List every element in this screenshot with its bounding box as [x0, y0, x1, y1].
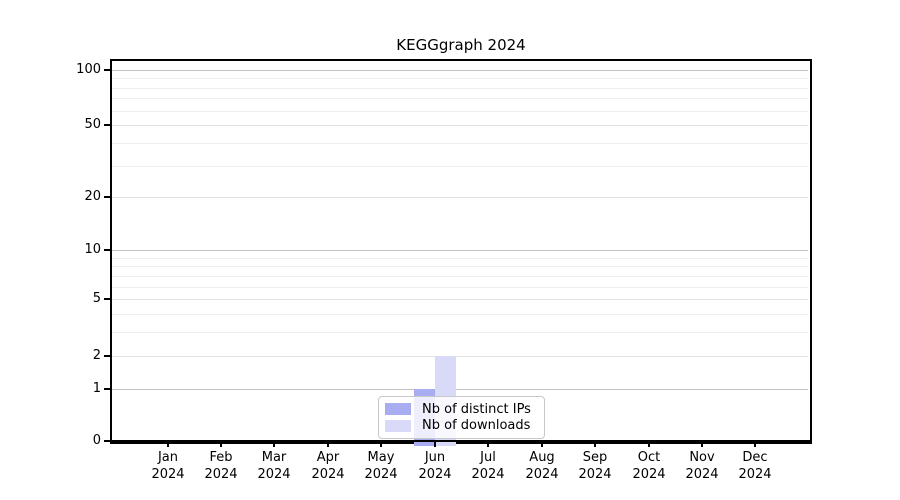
- y-axis-tick-label: 10: [84, 242, 101, 257]
- legend-swatch-downloads: [385, 419, 411, 432]
- x-label-month: Mar: [261, 450, 287, 465]
- gridline-minor: [112, 143, 808, 144]
- x-label-month: Jun: [424, 450, 446, 465]
- gridline-major: [112, 389, 808, 390]
- x-label-month: Dec: [742, 450, 768, 465]
- y-axis-tick-label: 2: [92, 348, 101, 363]
- x-axis-tick-label: Feb 2024: [189, 449, 253, 483]
- gridline-minor: [112, 197, 808, 198]
- legend-label: Nb of downloads: [422, 418, 531, 434]
- x-label-year: 2024: [204, 467, 238, 482]
- legend-swatch-distinct_ips: [385, 403, 411, 416]
- y-axis-tick-label: 20: [84, 189, 101, 204]
- gridline-minor: [112, 166, 808, 167]
- y-axis-tick: [104, 196, 110, 198]
- x-label-year: 2024: [525, 467, 559, 482]
- x-axis-tick: [648, 442, 650, 447]
- x-axis-tick-label: Apr 2024: [296, 449, 360, 483]
- gridline-minor: [112, 356, 808, 357]
- x-axis-tick-label: Mar 2024: [242, 449, 306, 483]
- x-axis-tick-label: May 2024: [349, 449, 413, 483]
- x-label-month: Apr: [316, 450, 340, 465]
- x-axis-tick: [487, 442, 489, 447]
- x-label-year: 2024: [632, 467, 666, 482]
- x-axis-tick-label: Sep 2024: [563, 449, 627, 483]
- y-axis-tick: [104, 69, 110, 71]
- legend-label: Nb of distinct IPs: [422, 401, 531, 417]
- x-axis-tick: [167, 442, 169, 447]
- y-axis-tick-label: 0: [92, 433, 101, 448]
- gridline-minor: [112, 258, 808, 259]
- x-label-month: Sep: [582, 450, 608, 465]
- x-label-year: 2024: [418, 467, 452, 482]
- gridline-minor: [112, 88, 808, 89]
- gridline-minor: [112, 98, 808, 99]
- gridline-minor: [112, 125, 808, 126]
- x-axis-line: [110, 440, 812, 442]
- x-label-year: 2024: [257, 467, 291, 482]
- gridline-minor: [112, 78, 808, 79]
- x-axis-tick-label: Aug 2024: [510, 449, 574, 483]
- x-axis-tick: [701, 442, 703, 447]
- gridline-minor: [112, 266, 808, 267]
- plot-area: [110, 59, 812, 444]
- x-label-year: 2024: [311, 467, 345, 482]
- y-axis-tick: [104, 440, 110, 442]
- gridline-minor: [112, 314, 808, 315]
- x-axis-tick-label: Dec 2024: [723, 449, 787, 483]
- x-axis-tick-label: Jan 2024: [136, 449, 200, 483]
- x-label-year: 2024: [578, 467, 612, 482]
- x-axis-tick-label: Nov 2024: [670, 449, 734, 483]
- y-axis-tick-label: 100: [76, 62, 101, 77]
- x-axis-tick-label: Oct 2024: [617, 449, 681, 483]
- gridline-major: [112, 70, 808, 71]
- x-label-month: Oct: [637, 450, 661, 465]
- chart-title: KEGGgraph 2024: [396, 36, 526, 54]
- x-axis-tick-label: Jul 2024: [456, 449, 520, 483]
- x-axis-tick: [541, 442, 543, 447]
- x-label-month: May: [367, 450, 395, 465]
- legend: Nb of distinct IPs Nb of downloads: [378, 396, 545, 439]
- x-axis-tick: [327, 442, 329, 447]
- x-label-month: Aug: [529, 450, 555, 465]
- y-axis-tick-label: 1: [92, 381, 101, 396]
- gridline-minor: [112, 287, 808, 288]
- x-axis-tick: [754, 442, 756, 447]
- x-label-year: 2024: [151, 467, 185, 482]
- y-axis-tick: [104, 298, 110, 300]
- x-label-year: 2024: [471, 467, 505, 482]
- gridline-major: [112, 250, 808, 251]
- gridline-minor: [112, 299, 808, 300]
- y-axis-tick: [104, 388, 110, 390]
- y-axis-tick-label: 50: [84, 117, 101, 132]
- x-axis-tick: [594, 442, 596, 447]
- x-label-year: 2024: [738, 467, 772, 482]
- x-label-month: Jan: [157, 450, 179, 465]
- x-label-year: 2024: [364, 467, 398, 482]
- x-label-month: Nov: [689, 450, 715, 465]
- x-label-year: 2024: [685, 467, 719, 482]
- legend-item: Nb of distinct IPs: [385, 401, 538, 417]
- x-axis-tick: [380, 442, 382, 447]
- x-axis-tick: [434, 442, 436, 447]
- x-label-month: Jul: [480, 450, 496, 465]
- y-axis-tick: [104, 249, 110, 251]
- gridline-minor: [112, 276, 808, 277]
- y-axis-tick: [104, 355, 110, 357]
- x-axis-tick: [273, 442, 275, 447]
- x-axis-tick-label: Jun 2024: [403, 449, 467, 483]
- x-axis-tick: [220, 442, 222, 447]
- y-axis-tick: [104, 124, 110, 126]
- x-label-month: Feb: [209, 450, 233, 465]
- gridline-minor: [112, 332, 808, 333]
- legend-item: Nb of downloads: [385, 418, 538, 434]
- y-axis-tick-label: 5: [92, 291, 101, 306]
- gridline-minor: [112, 111, 808, 112]
